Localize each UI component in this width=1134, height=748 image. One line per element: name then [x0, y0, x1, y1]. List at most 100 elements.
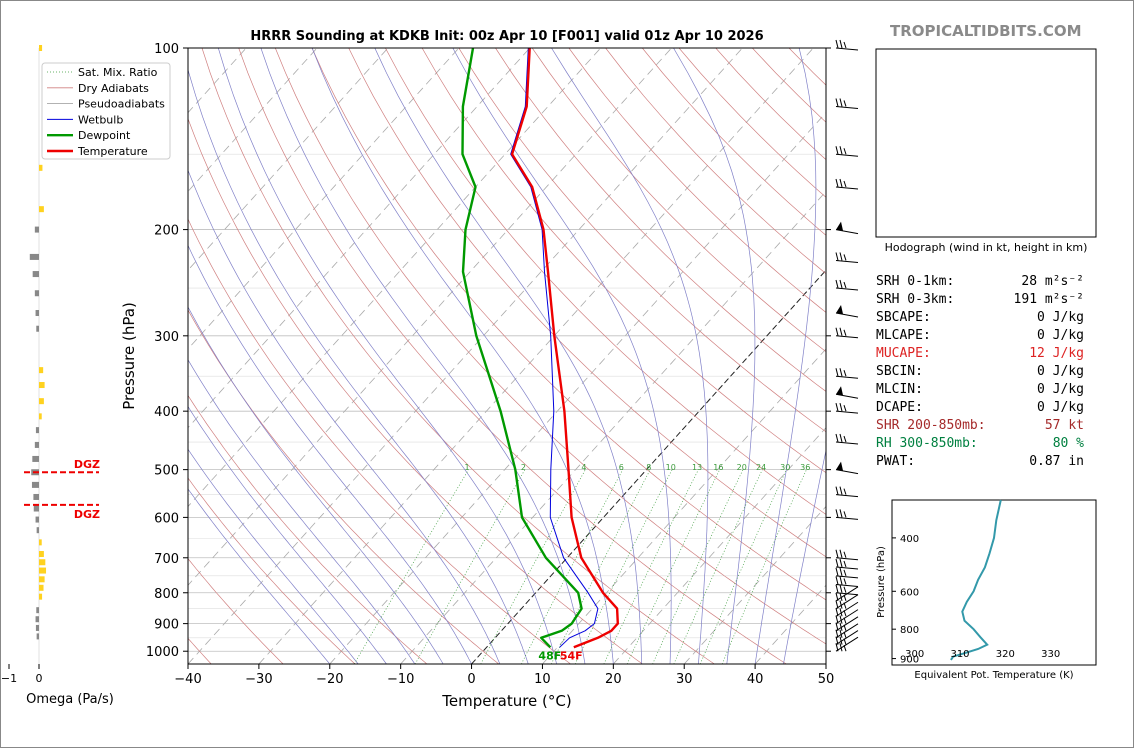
isotherm-line	[188, 48, 318, 193]
barb-feather	[839, 433, 843, 443]
pseudoadiabat	[260, 48, 586, 664]
omega-bar	[32, 455, 39, 462]
omega-bar	[34, 226, 39, 233]
x-tick-label: 40	[747, 672, 764, 687]
pseudoadiabat	[311, 48, 614, 664]
omega-bar	[39, 382, 45, 389]
legend-label: Dewpoint	[78, 129, 131, 142]
barb-feather	[843, 488, 847, 495]
barb-feather	[839, 98, 843, 107]
barb-shaft	[835, 410, 859, 414]
y-tick-label: 1000	[146, 645, 179, 660]
barb-feather	[843, 594, 847, 601]
omega-bar	[35, 427, 39, 434]
barb-feather	[843, 560, 847, 568]
barb-feather	[839, 600, 843, 609]
wind-barb	[835, 98, 859, 109]
mixing-ratio-line	[626, 469, 721, 664]
skewt-axes-frame	[187, 47, 827, 665]
isotherm-line	[188, 48, 743, 664]
theta-e-y-tick-label: 900	[900, 655, 919, 666]
omega-bar	[39, 539, 42, 546]
omega-bar	[36, 607, 39, 614]
dgz-label: DGZ	[74, 508, 100, 521]
omega-bar	[35, 516, 39, 523]
barb-flag	[836, 305, 843, 315]
barb-feather	[839, 146, 843, 155]
omega-bar	[39, 576, 45, 583]
barb-feather	[843, 148, 847, 155]
barb-feather	[843, 405, 847, 412]
wind-barb	[835, 630, 859, 646]
omega-bar	[39, 367, 44, 374]
wind-barb	[835, 221, 859, 235]
barb-feather	[843, 100, 847, 107]
theta-e-x-axis-label: Equivalent Pot. Temperature (K)	[914, 670, 1073, 681]
wind-barb	[835, 327, 859, 339]
stat-row: SRH 0-3km: 191 m²s⁻²	[876, 292, 1096, 310]
barb-feather	[835, 567, 839, 576]
dry-adiabat	[238, 48, 787, 664]
brand-watermark: TROPICALTIDBITS.COM	[890, 22, 1082, 40]
barb-feather	[843, 281, 847, 289]
wind-barb	[835, 623, 859, 639]
barb-feather	[843, 370, 847, 377]
mixing-ratio-label: 30	[780, 463, 790, 472]
mixing-ratio-label: 1	[464, 463, 469, 472]
barb-feather	[835, 368, 839, 377]
omega-bar	[34, 290, 39, 297]
pseudoadiabat	[188, 405, 387, 664]
barb-shaft	[835, 335, 859, 339]
dewpoint-line	[461, 48, 583, 649]
barb-feather	[835, 608, 839, 617]
barb-shaft	[835, 259, 859, 263]
mixing-ratio-label: 6	[619, 463, 624, 472]
stat-row: SRH 0-1km: 28 m²s⁻²	[876, 274, 1096, 292]
barb-feather	[835, 39, 839, 49]
pseudoadiabat	[188, 306, 444, 664]
omega-tick-label: 0	[36, 672, 43, 685]
barb-feather	[835, 433, 839, 443]
barb-shaft	[835, 636, 859, 652]
barb-feather	[835, 622, 839, 631]
x-tick-label: 0	[467, 672, 475, 687]
theta-e-frame	[891, 499, 1097, 666]
omega-bar	[33, 505, 39, 512]
barb-feather	[835, 252, 839, 261]
stat-value: 0.87 in	[1029, 454, 1084, 469]
barb-shaft	[835, 616, 859, 632]
x-tick-label: −40	[174, 672, 201, 687]
barb-feather	[835, 403, 839, 412]
barb-feather	[835, 279, 839, 289]
wind-barb	[835, 558, 859, 570]
pseudoadiabat	[188, 488, 331, 664]
theta-e-y-axis-label: Pressure (hPa)	[876, 546, 887, 618]
barb-feather	[839, 368, 843, 377]
barb-shaft	[835, 47, 859, 51]
pseudoadiabat	[374, 48, 643, 664]
stat-label: SRH 0-3km:	[876, 292, 955, 307]
wind-barb	[835, 601, 859, 617]
dry-adiabat	[188, 394, 428, 664]
omega-bar	[31, 481, 39, 488]
pseudoadiabat	[673, 48, 756, 664]
wind-barb	[835, 386, 859, 399]
barb-feather	[839, 636, 843, 645]
omega-bar	[39, 567, 47, 574]
wind-barb	[835, 279, 859, 291]
mixing-ratio-line	[353, 469, 469, 664]
stat-label: MUCAPE:	[876, 346, 931, 361]
mixing-ratio-label: 4	[581, 463, 586, 472]
wind-barb	[835, 39, 859, 51]
y-tick-label: 100	[154, 42, 179, 57]
omega-bar	[39, 413, 42, 420]
barb-feather	[839, 279, 843, 289]
wind-barb	[835, 586, 859, 602]
mixing-ratio-label: 20	[737, 463, 747, 472]
theta-e-x-tick-label: 330	[1041, 649, 1060, 660]
theta-e-y-tick-label: 400	[900, 534, 919, 545]
stat-value: 57 kt	[1044, 418, 1084, 433]
barb-feather	[835, 98, 839, 107]
barb-shaft	[835, 594, 859, 610]
